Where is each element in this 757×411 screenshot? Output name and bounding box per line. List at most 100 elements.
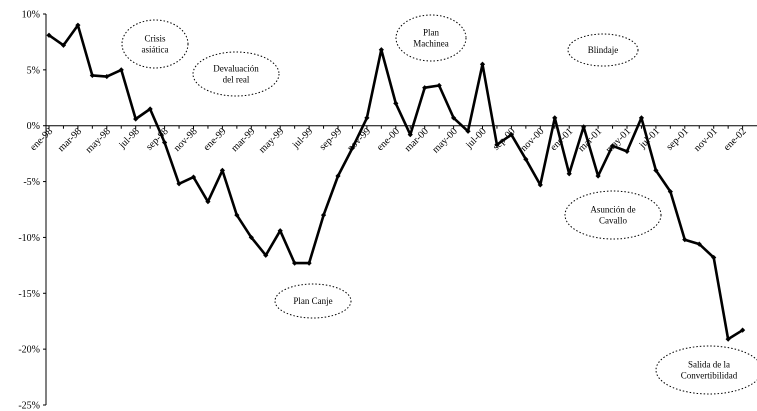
data-point <box>104 73 110 80</box>
annotation-label: Plan <box>423 28 440 38</box>
annotation-label: Plan Canje <box>293 296 332 306</box>
series-line <box>48 23 744 341</box>
y-tick-label: -10% <box>18 233 40 244</box>
annotation-ellipse <box>655 345 757 395</box>
annotation-ellipse <box>564 190 662 240</box>
annotation-ellipse <box>192 51 280 97</box>
data-point <box>725 336 731 342</box>
data-point <box>552 115 558 121</box>
x-tick-label: may-98 <box>84 126 113 155</box>
data-point <box>277 228 283 234</box>
data-point <box>89 72 95 79</box>
annotation-label: Devaluación <box>213 64 259 74</box>
data-point <box>682 237 688 243</box>
annotation-label: del real <box>223 75 250 85</box>
x-tick-label: ene-99 <box>201 126 228 153</box>
annotation-label: Blindaje <box>588 45 619 55</box>
data-point <box>667 189 673 195</box>
y-tick-label: 0% <box>27 121 40 132</box>
data-point <box>407 132 413 138</box>
x-tick-label: ene-02 <box>722 126 749 153</box>
x-tick-label: may-00 <box>430 126 459 155</box>
annotation-callout: Plan Canje <box>274 283 352 319</box>
data-point <box>190 174 197 180</box>
data-point <box>638 115 645 121</box>
x-tick-label: jul-98 <box>116 126 141 151</box>
data-point <box>595 173 601 179</box>
data-point <box>494 142 500 148</box>
data-point <box>162 139 168 146</box>
annotation-label: Salida de la <box>688 360 730 370</box>
data-point <box>306 260 312 266</box>
annotation-ellipse <box>567 33 639 67</box>
x-tick-label: nov-00 <box>519 126 547 154</box>
chart-series <box>46 22 746 342</box>
data-point <box>451 115 457 121</box>
x-tick-label: may-99 <box>257 126 286 155</box>
annotation-label: Asunción de <box>590 205 635 215</box>
x-axis-labels: ene-98 mar-98 may-98 jul-98 sep-98 nov-98 ene-… <box>28 126 749 155</box>
data-point <box>46 32 52 38</box>
data-point <box>147 106 153 112</box>
data-point <box>263 252 269 258</box>
data-point <box>60 42 67 48</box>
data-point <box>653 167 659 173</box>
annotation-label: Machinea <box>413 39 448 49</box>
data-point <box>696 241 702 247</box>
data-point <box>248 234 254 241</box>
annotation-label: Cavallo <box>599 216 627 226</box>
x-tick-label: jul-99 <box>290 126 315 151</box>
y-tick-label: 10% <box>22 10 40 21</box>
data-point <box>740 327 746 333</box>
annotation-label: Crisis <box>144 34 166 44</box>
data-point <box>422 85 428 91</box>
data-point <box>335 173 341 179</box>
y-tick-label: -15% <box>18 289 40 300</box>
data-point <box>581 124 587 130</box>
data-point <box>465 128 471 134</box>
annotation-callout: Blindaje <box>567 33 639 67</box>
data-point <box>479 61 486 67</box>
data-point <box>711 254 717 261</box>
data-point <box>508 132 514 138</box>
data-point <box>234 212 240 218</box>
annotation-ellipse <box>274 283 352 319</box>
data-point <box>537 182 543 188</box>
annotation-label: Convertibilidad <box>681 371 738 381</box>
data-point <box>566 171 572 177</box>
data-point <box>219 167 225 173</box>
data-point <box>75 22 81 28</box>
data-point <box>292 260 298 266</box>
data-point <box>393 100 399 106</box>
x-tick-label: mar-98 <box>56 126 84 154</box>
data-point <box>320 212 327 218</box>
data-point <box>624 148 630 155</box>
x-tick-label: nov-01 <box>692 126 720 154</box>
y-tick-label: -5% <box>23 177 40 188</box>
data-point <box>133 116 139 122</box>
data-point <box>118 67 124 73</box>
x-tick-label: sep-99 <box>317 126 344 153</box>
x-tick-label: ene-00 <box>375 126 402 153</box>
annotation-ellipse <box>121 19 189 69</box>
data-point <box>609 143 616 149</box>
annotation-ellipse <box>395 14 467 62</box>
y-tick-label: 5% <box>27 65 40 76</box>
y-tick-label: -20% <box>18 345 40 356</box>
data-point <box>523 156 529 162</box>
data-point <box>176 181 182 187</box>
annotation-label: asiática <box>142 45 169 55</box>
x-tick-label: mar-99 <box>229 126 257 154</box>
y-tick-label: -25% <box>18 401 40 411</box>
data-point <box>364 115 370 121</box>
x-tick-label: sep-01 <box>664 126 691 153</box>
y-axis-labels: 10% 5% 0% -5% -10% -15% -20% -25% <box>18 10 40 411</box>
data-point <box>378 47 384 53</box>
